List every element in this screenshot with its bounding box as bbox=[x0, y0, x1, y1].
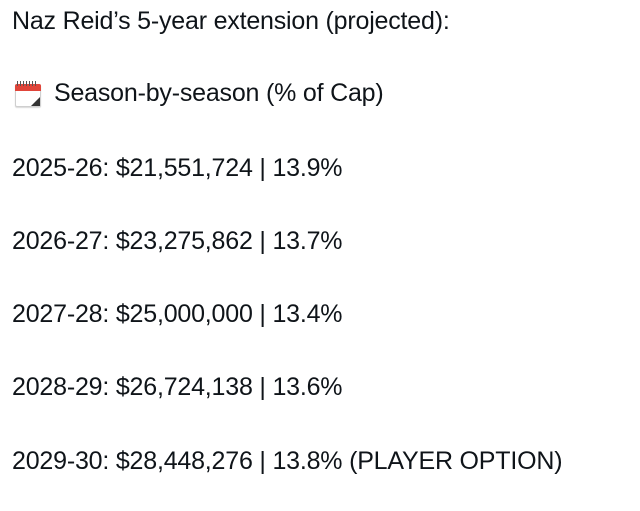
post-title: Naz Reid’s 5-year extension (projected): bbox=[12, 7, 450, 35]
season-line: 2026-27: $23,275,862 | 13.7% bbox=[12, 227, 343, 255]
subtitle-row: Season-by-season (% of Cap) bbox=[12, 78, 384, 108]
season-line: 2027-28: $25,000,000 | 13.4% bbox=[12, 300, 343, 328]
subtitle-text: Season-by-season (% of Cap) bbox=[54, 79, 384, 107]
season-line: 2025-26: $21,551,724 | 13.9% bbox=[12, 154, 343, 182]
season-line: 2029-30: $28,448,276 | 13.8% (PLAYER OPT… bbox=[12, 447, 563, 475]
calendar-icon bbox=[14, 80, 41, 107]
season-line: 2028-29: $26,724,138 | 13.6% bbox=[12, 373, 343, 401]
